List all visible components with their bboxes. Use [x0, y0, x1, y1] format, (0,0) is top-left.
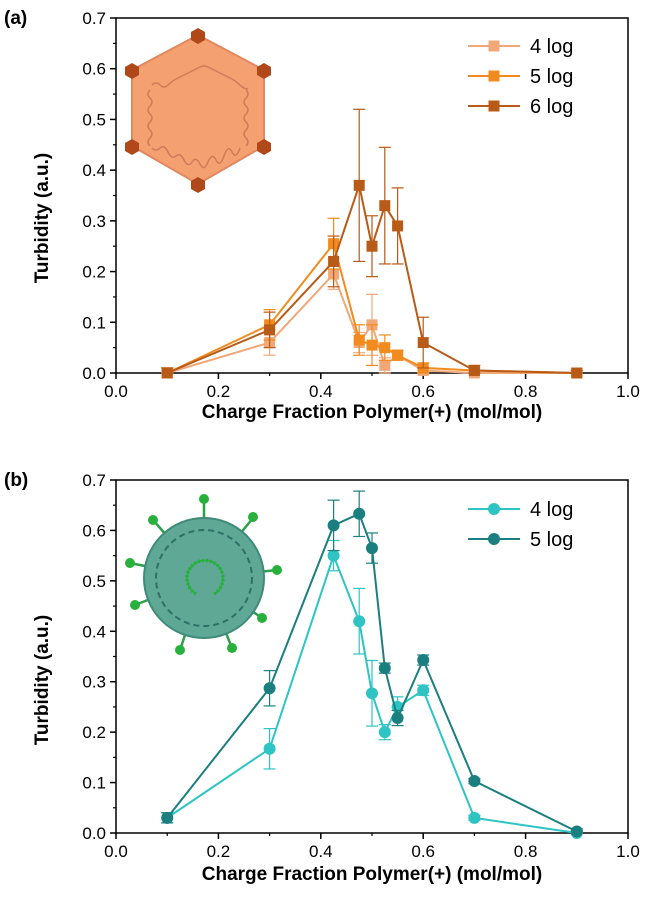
- series-4-log-point: [327, 549, 340, 562]
- y-tick-label: 0.7: [82, 9, 106, 28]
- enveloped-virus-icon: [125, 494, 282, 655]
- y-tick-label: 0.1: [82, 313, 106, 332]
- panel-a-ylabel: Turbidity (a.u.): [32, 153, 53, 284]
- series-5-log-line: [166, 241, 577, 374]
- x-tick-label: 0.8: [514, 842, 538, 861]
- y-tick-label: 0.7: [82, 471, 106, 490]
- series-5-log-point: [570, 825, 583, 838]
- panel-b-xlabel: Charge Fraction Polymer(+) (mol/mol): [202, 864, 542, 885]
- series-4-log-point: [417, 684, 430, 697]
- series-5-log-point: [378, 662, 391, 675]
- x-tick-label: 0.2: [207, 382, 231, 401]
- legend-marker: [488, 503, 500, 515]
- y-tick-label: 0.0: [82, 364, 106, 383]
- series-6-log-point: [264, 324, 276, 336]
- series-5-log-point: [391, 712, 404, 725]
- series-6-log-line: [166, 181, 577, 374]
- x-tick-label: 0.4: [309, 842, 333, 861]
- legend-label: 6 log: [530, 96, 573, 118]
- series-6-log-point: [392, 220, 404, 232]
- series-6-log-point: [417, 337, 429, 349]
- x-tick-label: 0.4: [309, 382, 333, 401]
- series-4-log-point: [378, 726, 391, 739]
- y-tick-label: 0.4: [82, 161, 106, 180]
- series-5-log-point: [417, 654, 430, 667]
- series-4-log-point: [468, 811, 481, 824]
- panel-a-label: (a): [4, 8, 27, 29]
- legend-marker: [488, 533, 500, 545]
- y-tick-label: 0.6: [82, 521, 106, 540]
- panel-a-xlabel: Charge Fraction Polymer(+) (mol/mol): [202, 402, 542, 423]
- series-4-log-point: [366, 687, 378, 700]
- non-enveloped-virus-icon: [125, 28, 271, 193]
- series-5-log-point: [263, 682, 276, 695]
- legend-label: 5 log: [530, 66, 573, 88]
- series-6-log-point: [366, 240, 378, 252]
- series-5-log-line: [166, 512, 578, 833]
- series-4-log-line: [166, 552, 577, 834]
- series-5-log-point: [327, 519, 340, 532]
- x-tick-label: 0.0: [104, 382, 128, 401]
- y-tick-label: 0.5: [82, 110, 106, 129]
- series-5-log-point: [366, 542, 378, 555]
- y-tick-label: 0.3: [82, 673, 106, 692]
- series-6-log-point: [161, 367, 173, 379]
- series-6-log-point: [353, 179, 365, 191]
- y-tick-label: 0.6: [82, 60, 106, 79]
- y-tick-label: 0.2: [82, 723, 106, 742]
- panel-a: (a) 0.0 0.2 0.4 0.6 0.8 1.0 0.0 0.1 0.2 0.3 0.4 0.5…: [4, 8, 640, 423]
- panel-b-label: (b): [4, 470, 28, 491]
- plot-b: 0.0 0.2 0.4 0.6 0.8 1.0 0.0 0.1 0.2 0.3 0.4 0.5 0.6 0…: [82, 471, 639, 861]
- series-4-log-point: [353, 615, 366, 628]
- series-6-log-point: [571, 367, 583, 379]
- series-6-log-point: [328, 255, 340, 267]
- y-tick-label: 0.0: [82, 824, 106, 843]
- series-5-log-point: [366, 339, 378, 351]
- legend-label: 5 log: [530, 529, 573, 551]
- x-tick-label: 0.2: [207, 842, 231, 861]
- y-tick-label: 0.2: [82, 263, 106, 282]
- legend-label: 4 log: [530, 499, 573, 521]
- x-tick-label: 0.6: [411, 382, 435, 401]
- x-tick-label: 0.8: [514, 382, 538, 401]
- panel-b: (b) 0.0 0.2 0.4 0.6 0.8 1.00.00.10.20: [4, 470, 640, 885]
- series-4-log-point: [263, 742, 276, 755]
- series-4-log-line: [166, 272, 577, 374]
- series-5-log-point: [161, 811, 174, 824]
- series-5-log-point: [379, 342, 391, 354]
- y-tick-label: 0.1: [82, 774, 106, 793]
- y-tick-label: 0.3: [82, 212, 106, 231]
- y-tick-label: 0.5: [82, 572, 106, 591]
- y-tick-label: 0.4: [82, 622, 106, 641]
- plot-a: 0.0 0.2 0.4 0.6 0.8 1.0 0.0 0.1 0.2 0.3 0.4 0.5 0.6 0…: [82, 9, 639, 401]
- series-6-log-point: [468, 364, 480, 376]
- legend-marker: [488, 100, 500, 112]
- series-6-log-point: [379, 200, 391, 212]
- x-tick-label: 1.0: [616, 842, 640, 861]
- legend-marker: [488, 40, 500, 52]
- series-4-log-point: [379, 359, 391, 371]
- legend-label: 4 log: [530, 36, 573, 58]
- x-tick-label: 0.0: [104, 842, 128, 861]
- series-5-log-point: [353, 507, 366, 520]
- series-5-log-point: [392, 349, 404, 361]
- panel-b-ylabel: Turbidity (a.u.): [32, 615, 53, 746]
- x-tick-label: 0.6: [411, 842, 435, 861]
- legend-marker: [488, 70, 500, 82]
- series-5-log-point: [353, 334, 365, 346]
- x-tick-label: 1.0: [616, 382, 640, 401]
- series-5-log-point: [468, 775, 481, 788]
